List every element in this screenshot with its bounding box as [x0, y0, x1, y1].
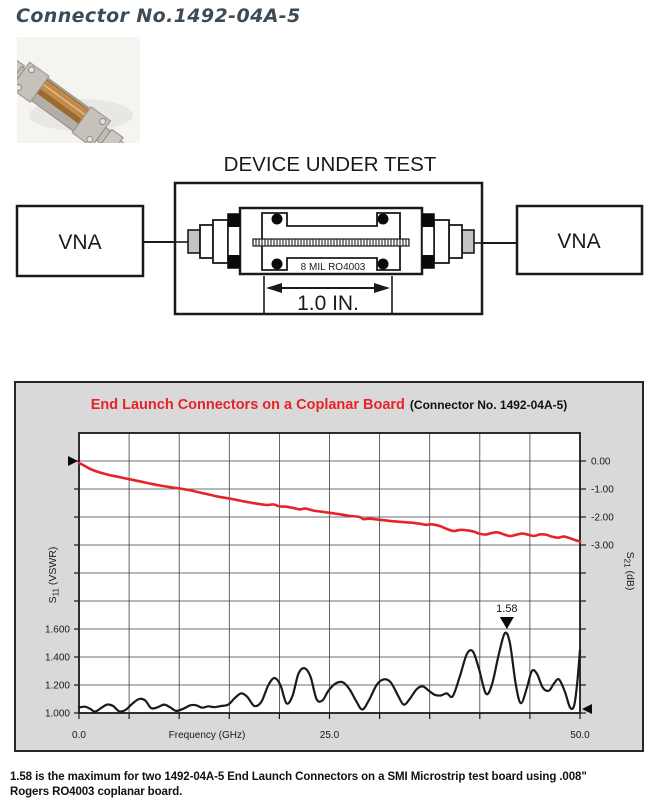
coax-tip-left: [187, 229, 201, 254]
vna-label-left: VNA: [58, 231, 101, 254]
connector-photo: [0, 37, 140, 156]
chart-title-sub: (Connector No. 1492-04A-5): [409, 398, 568, 412]
flange-block: [422, 255, 434, 268]
x-tick-label: 0.0: [72, 730, 86, 741]
dimension-label: 1.0 IN.: [297, 292, 359, 315]
x-axis-label: Frequency (GHz): [169, 730, 246, 741]
flange-block: [228, 214, 240, 227]
coax-barrel-left: [199, 224, 214, 259]
s11-reference-marker-icon: [582, 704, 592, 714]
microstrip-trace: [42, 83, 86, 116]
screw: [28, 66, 36, 74]
figure-caption: 1.58 is the maximum for two 1492-04A-5 E…: [10, 770, 655, 800]
connector-device: [0, 56, 128, 156]
screw-dot: [271, 213, 283, 225]
diagram-svg: DEVICE UNDER TEST VNA VNA 8 MIL RO4003: [15, 153, 644, 316]
left-tick-label: 1.400: [45, 653, 70, 664]
x-tick-label: 25.0: [320, 730, 340, 741]
tick-labels: 1.600 1.400 1.200 1.000 0.00 -1.00 -2.00 -3.00 0…: [45, 457, 614, 742]
page-title: Connector No.1492-04A-5: [16, 5, 301, 27]
screw-dot: [377, 258, 389, 270]
peak-marker-icon: [499, 617, 514, 629]
s21-reference-marker-icon: [68, 456, 78, 466]
peak-annotation: 1.58: [496, 603, 517, 615]
chart-panel: End Launch Connectors on a Coplanar Boar…: [14, 381, 644, 752]
coax-nut-left: [212, 219, 229, 264]
copper-board-edge: [33, 86, 85, 127]
sparameter-chart: 1.600 1.400 1.200 1.000 0.00 -1.00 -2.00 -3.00 0…: [45, 432, 637, 742]
right-axis-title: S21 (dB): [623, 552, 637, 591]
dimension-arrowhead-right: [374, 283, 390, 293]
diagram-title: DEVICE UNDER TEST: [224, 153, 437, 176]
axis-ticks: [74, 460, 586, 719]
left-tick-label: 1.000: [45, 709, 70, 720]
vna-box-left: [15, 204, 145, 278]
connector-photo-illustration: [0, 56, 133, 156]
right-tick-label: -1.00: [591, 485, 614, 496]
coax-nut-right: [433, 219, 450, 264]
s11-trace: [77, 631, 582, 713]
vna-label-right: VNA: [557, 230, 600, 253]
chart-title-main: End Launch Connectors on a Coplanar Boar…: [90, 397, 405, 413]
dimension-arrowhead-left: [266, 283, 282, 293]
screw-dot: [377, 213, 389, 225]
right-tick-label: -2.00: [591, 513, 614, 524]
screw-dot: [271, 258, 283, 270]
right-tick-label: 0.00: [591, 457, 611, 468]
caption-line-2: Rogers RO4003 coplanar board.: [10, 786, 183, 798]
s21-trace: [77, 461, 582, 543]
coax-tip-right: [461, 229, 475, 254]
screw: [86, 135, 94, 143]
transmission-line: [252, 238, 410, 247]
vna-box-right: [515, 204, 644, 276]
screw: [15, 84, 23, 92]
flange-block: [422, 214, 434, 227]
test-setup-diagram: DEVICE UNDER TEST VNA VNA 8 MIL RO4003: [0, 150, 659, 320]
right-tick-label: -3.00: [591, 541, 614, 552]
coax-barrel-right: [448, 224, 463, 259]
screw: [99, 117, 107, 125]
clamp-block-left: [10, 61, 50, 103]
left-tick-label: 1.600: [45, 625, 70, 636]
left-tick-label: 1.200: [45, 681, 70, 692]
flange-block: [228, 255, 240, 268]
board-label: 8 MIL RO4003: [301, 262, 366, 273]
chart-title: End Launch Connectors on a Coplanar Boar…: [16, 396, 642, 414]
caption-line-1: 1.58 is the maximum for two 1492-04A-5 E…: [10, 771, 587, 783]
left-axis-title: S11 (VSWR): [47, 547, 61, 604]
chart-grid: [79, 433, 580, 713]
x-tick-label: 50.0: [570, 730, 590, 741]
